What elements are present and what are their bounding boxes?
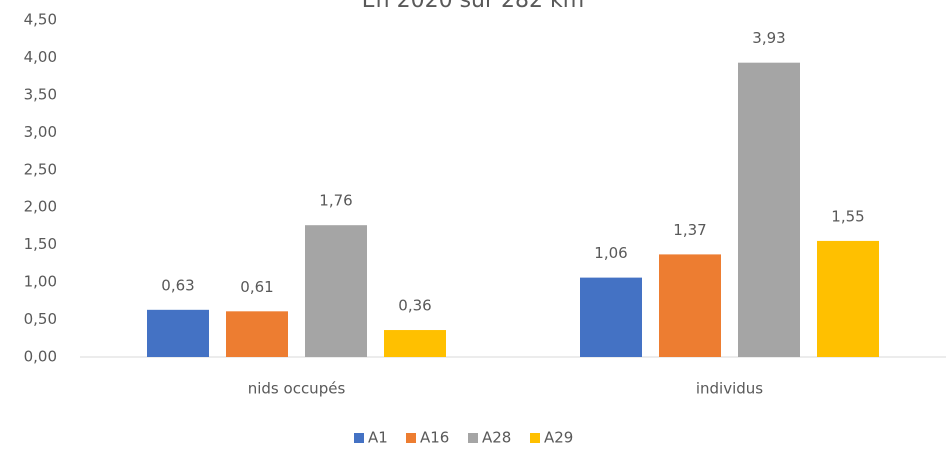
legend-swatch xyxy=(354,433,364,443)
data-label: 1,76 xyxy=(319,192,352,210)
x-tick-label: nids occupés xyxy=(248,380,346,398)
data-label: 0,61 xyxy=(240,278,273,296)
legend-label: A16 xyxy=(420,429,449,447)
data-label: 0,63 xyxy=(161,276,194,294)
legend-label: A29 xyxy=(544,429,573,447)
data-label: 1,06 xyxy=(594,244,627,262)
legend-label: A1 xyxy=(368,429,388,447)
y-tick-label: 4,00 xyxy=(24,48,57,66)
y-tick-label: 2,50 xyxy=(24,160,57,178)
y-tick-label: 2,00 xyxy=(24,198,57,216)
legend-swatch xyxy=(530,433,540,443)
bar xyxy=(226,311,288,357)
chart-title: En 2020 sur 282 km xyxy=(362,0,584,13)
y-tick-label: 3,00 xyxy=(24,123,57,141)
bar xyxy=(659,254,721,357)
legend-label: A28 xyxy=(482,429,511,447)
y-tick-label: 0,00 xyxy=(24,348,57,366)
bar xyxy=(817,240,879,357)
x-tick-label: individus xyxy=(696,380,763,398)
data-label: 0,36 xyxy=(398,297,431,315)
y-tick-label: 0,50 xyxy=(24,310,57,328)
y-tick-label: 1,50 xyxy=(24,235,57,253)
bar xyxy=(580,277,642,357)
y-tick-label: 1,00 xyxy=(24,273,57,291)
y-tick-label: 3,50 xyxy=(24,85,57,103)
y-tick-label: 4,50 xyxy=(24,11,57,29)
legend-swatch xyxy=(468,433,478,443)
data-label: 1,55 xyxy=(831,207,864,225)
bar xyxy=(384,330,446,357)
data-label: 3,93 xyxy=(752,29,785,47)
bar xyxy=(147,309,209,357)
data-label: 1,37 xyxy=(673,221,706,239)
bar xyxy=(738,62,800,357)
legend-swatch xyxy=(406,433,416,443)
bar xyxy=(305,225,367,357)
